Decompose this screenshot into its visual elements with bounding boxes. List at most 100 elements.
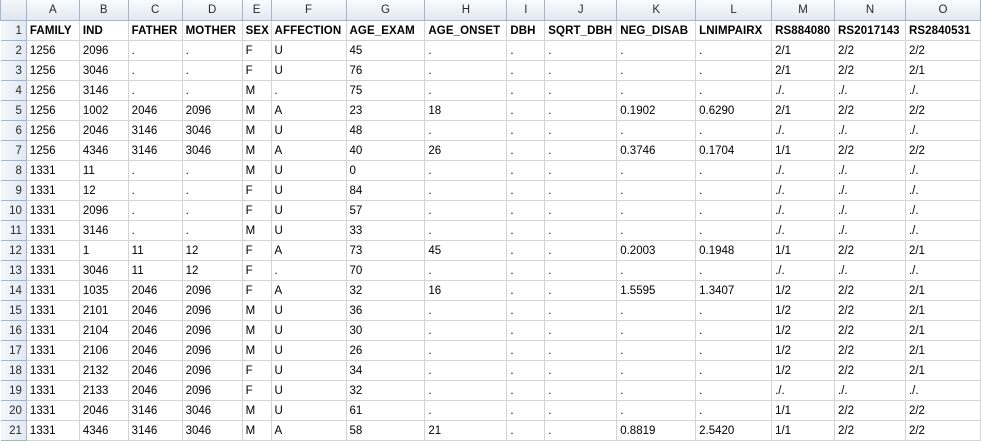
cell[interactable]: . [544, 300, 618, 321]
cell[interactable]: 2/2 [834, 40, 906, 61]
cell[interactable]: ./. [904, 200, 981, 221]
cell[interactable]: 16 [424, 280, 508, 301]
cell[interactable]: . [544, 40, 618, 61]
row-header[interactable]: 10 [0, 200, 27, 221]
cell[interactable]: . [506, 380, 546, 401]
cell[interactable]: 32 [345, 380, 426, 401]
cell[interactable]: 0.3746 [616, 140, 697, 161]
cell[interactable]: U [270, 200, 347, 221]
cell[interactable]: . [506, 360, 546, 381]
cell[interactable]: M [241, 220, 272, 241]
cell[interactable]: . [181, 160, 243, 181]
cell[interactable]: 33 [345, 220, 426, 241]
cell[interactable]: ./. [904, 220, 981, 241]
cell[interactable]: F [241, 360, 272, 381]
cell[interactable]: U [270, 360, 347, 381]
row-header[interactable]: 15 [0, 300, 27, 321]
cell[interactable]: 2/2 [834, 280, 906, 301]
header-cell[interactable]: AGE_EXAM [345, 20, 426, 41]
cell[interactable]: . [544, 220, 618, 241]
cell[interactable]: ./. [904, 120, 981, 141]
cell[interactable]: 2046 [127, 300, 183, 321]
row-header[interactable]: 7 [0, 140, 27, 161]
cell[interactable]: . [127, 220, 183, 241]
cell[interactable]: ./. [771, 180, 836, 201]
cell[interactable]: ./. [834, 200, 906, 221]
column-header-n[interactable]: N [834, 0, 906, 21]
cell[interactable]: . [181, 80, 243, 101]
cell[interactable]: 2/1 [771, 60, 836, 81]
column-header-c[interactable]: C [127, 0, 183, 21]
row-header[interactable]: 9 [0, 180, 27, 201]
cell[interactable]: . [616, 60, 697, 81]
cell[interactable]: 1/2 [771, 320, 836, 341]
cell[interactable]: 2096 [181, 280, 243, 301]
cell[interactable]: 12 [181, 260, 243, 281]
cell[interactable]: . [127, 160, 183, 181]
cell[interactable]: 2/2 [904, 140, 981, 161]
column-header-m[interactable]: M [771, 0, 836, 21]
cell[interactable]: 1256 [25, 100, 80, 121]
cell[interactable]: 1331 [25, 240, 80, 261]
cell[interactable]: U [270, 120, 347, 141]
cell[interactable]: . [695, 400, 773, 421]
cell[interactable]: . [544, 260, 618, 281]
cell[interactable]: 3046 [181, 140, 243, 161]
cell[interactable]: F [241, 380, 272, 401]
column-header-h[interactable]: H [424, 0, 508, 21]
cell[interactable]: U [270, 320, 347, 341]
cell[interactable]: U [270, 60, 347, 81]
cell[interactable]: . [506, 140, 546, 161]
column-header-d[interactable]: D [181, 0, 243, 21]
column-header-e[interactable]: E [241, 0, 272, 21]
cell[interactable]: . [424, 120, 508, 141]
cell[interactable]: . [695, 80, 773, 101]
cell[interactable]: 12 [78, 180, 129, 201]
cell[interactable]: 2046 [127, 340, 183, 361]
cell[interactable]: ./. [771, 80, 836, 101]
cell[interactable]: 4346 [78, 420, 129, 441]
cell[interactable]: . [506, 340, 546, 361]
cell[interactable]: . [616, 160, 697, 181]
cell[interactable]: 2096 [78, 40, 129, 61]
cell[interactable]: . [181, 40, 243, 61]
cell[interactable]: 11 [127, 260, 183, 281]
column-header-o[interactable]: O [904, 0, 981, 21]
cell[interactable]: . [695, 200, 773, 221]
cell[interactable]: . [424, 400, 508, 421]
cell[interactable]: 21 [424, 420, 508, 441]
cell[interactable]: . [424, 380, 508, 401]
cell[interactable]: 2/2 [834, 140, 906, 161]
cell[interactable]: . [544, 140, 618, 161]
header-cell[interactable]: AFFECTION [270, 20, 347, 41]
row-header[interactable]: 11 [0, 220, 27, 241]
cell[interactable]: 1331 [25, 360, 80, 381]
row-header[interactable]: 13 [0, 260, 27, 281]
header-cell[interactable]: RS2017143 [834, 20, 906, 41]
cell[interactable]: 3046 [181, 120, 243, 141]
cell[interactable]: . [270, 80, 347, 101]
cell[interactable]: 18 [424, 100, 508, 121]
header-cell[interactable]: IND [78, 20, 129, 41]
cell[interactable]: . [544, 60, 618, 81]
cell[interactable]: 0.8819 [616, 420, 697, 441]
cell[interactable]: 32 [345, 280, 426, 301]
cell[interactable]: 76 [345, 60, 426, 81]
cell[interactable]: 11 [127, 240, 183, 261]
cell[interactable]: 0.6290 [695, 100, 773, 121]
cell[interactable]: F [241, 60, 272, 81]
cell[interactable]: U [270, 220, 347, 241]
cell[interactable]: 2046 [127, 280, 183, 301]
cell[interactable]: . [181, 200, 243, 221]
cell[interactable]: 2096 [181, 100, 243, 121]
cell[interactable]: 2046 [127, 360, 183, 381]
cell[interactable]: 3146 [127, 140, 183, 161]
cell[interactable]: 26 [345, 340, 426, 361]
cell[interactable]: ./. [834, 120, 906, 141]
cell[interactable]: M [241, 80, 272, 101]
cell[interactable]: ./. [771, 380, 836, 401]
cell[interactable]: 2/2 [834, 300, 906, 321]
cell[interactable]: . [506, 260, 546, 281]
cell[interactable]: . [424, 40, 508, 61]
row-header[interactable]: 20 [0, 400, 27, 421]
